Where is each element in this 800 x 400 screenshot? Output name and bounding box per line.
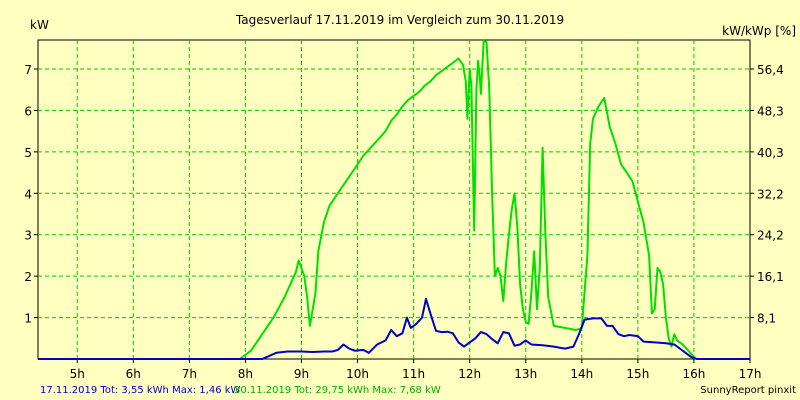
series-line-1 — [38, 297, 750, 360]
x-tick-label-6: 11h — [402, 367, 425, 381]
x-tick-label-1: 6h — [126, 367, 141, 381]
x-tick-label-4: 9h — [294, 367, 309, 381]
x-tick-label-9: 14h — [570, 367, 593, 381]
y-right-tick-label-3: 32,2 — [757, 187, 784, 201]
y-right-tick-label-5: 48,3 — [757, 104, 784, 118]
x-tick-label-7: 12h — [458, 367, 481, 381]
x-tick-label-2: 7h — [182, 367, 197, 381]
x-tick-label-10: 15h — [626, 367, 649, 381]
y-right-tick-label-6: 56,4 — [757, 63, 784, 77]
y-right-tick-label-0: 8,1 — [757, 312, 776, 326]
x-tick-label-5: 10h — [346, 367, 369, 381]
axis-ticks: 5h 6h 7h 8h 9h 10h 11h 12h 13h 14h 15h 16h 17h123456… — [24, 63, 783, 381]
x-tick-label-8: 13h — [514, 367, 537, 381]
y-left-tick-label-1: 2 — [24, 270, 32, 284]
series-line-2 — [38, 39, 750, 360]
x-tick-label-3: 8h — [238, 367, 253, 381]
y-left-tick-label-0: 1 — [24, 312, 32, 326]
y-left-tick-label-4: 5 — [24, 146, 32, 160]
plot-area — [37, 39, 751, 360]
footer-series1-summary: 17.11.2019 Tot: 3,55 kWh Max: 1,46 kW — [40, 385, 241, 396]
y-right-tick-label-4: 40,3 — [757, 146, 784, 160]
y-axis-right-label: kW/kWp [%] — [722, 24, 796, 38]
y-left-tick-label-2: 3 — [24, 229, 32, 243]
y-left-tick-label-3: 4 — [24, 187, 32, 201]
footer-series2-summary: 30.11.2019 Tot: 29,75 kWh Max: 7,68 kW — [234, 385, 441, 396]
y-left-tick-label-6: 7 — [24, 63, 32, 77]
x-tick-label-11: 16h — [682, 367, 705, 381]
series-lines — [38, 39, 750, 360]
x-tick-label-12: 17h — [739, 367, 762, 381]
chart-title: Tagesverlauf 17.11.2019 im Vergleich zum… — [235, 13, 564, 27]
y-right-tick-label-1: 16,1 — [757, 270, 784, 284]
y-left-tick-label-5: 6 — [24, 104, 32, 118]
y-right-tick-label-2: 24,2 — [757, 229, 784, 243]
x-tick-label-0: 5h — [70, 367, 85, 381]
y-axis-left-label: kW — [30, 18, 49, 32]
footer-credit: SunnyReport pinxit — [700, 385, 796, 396]
